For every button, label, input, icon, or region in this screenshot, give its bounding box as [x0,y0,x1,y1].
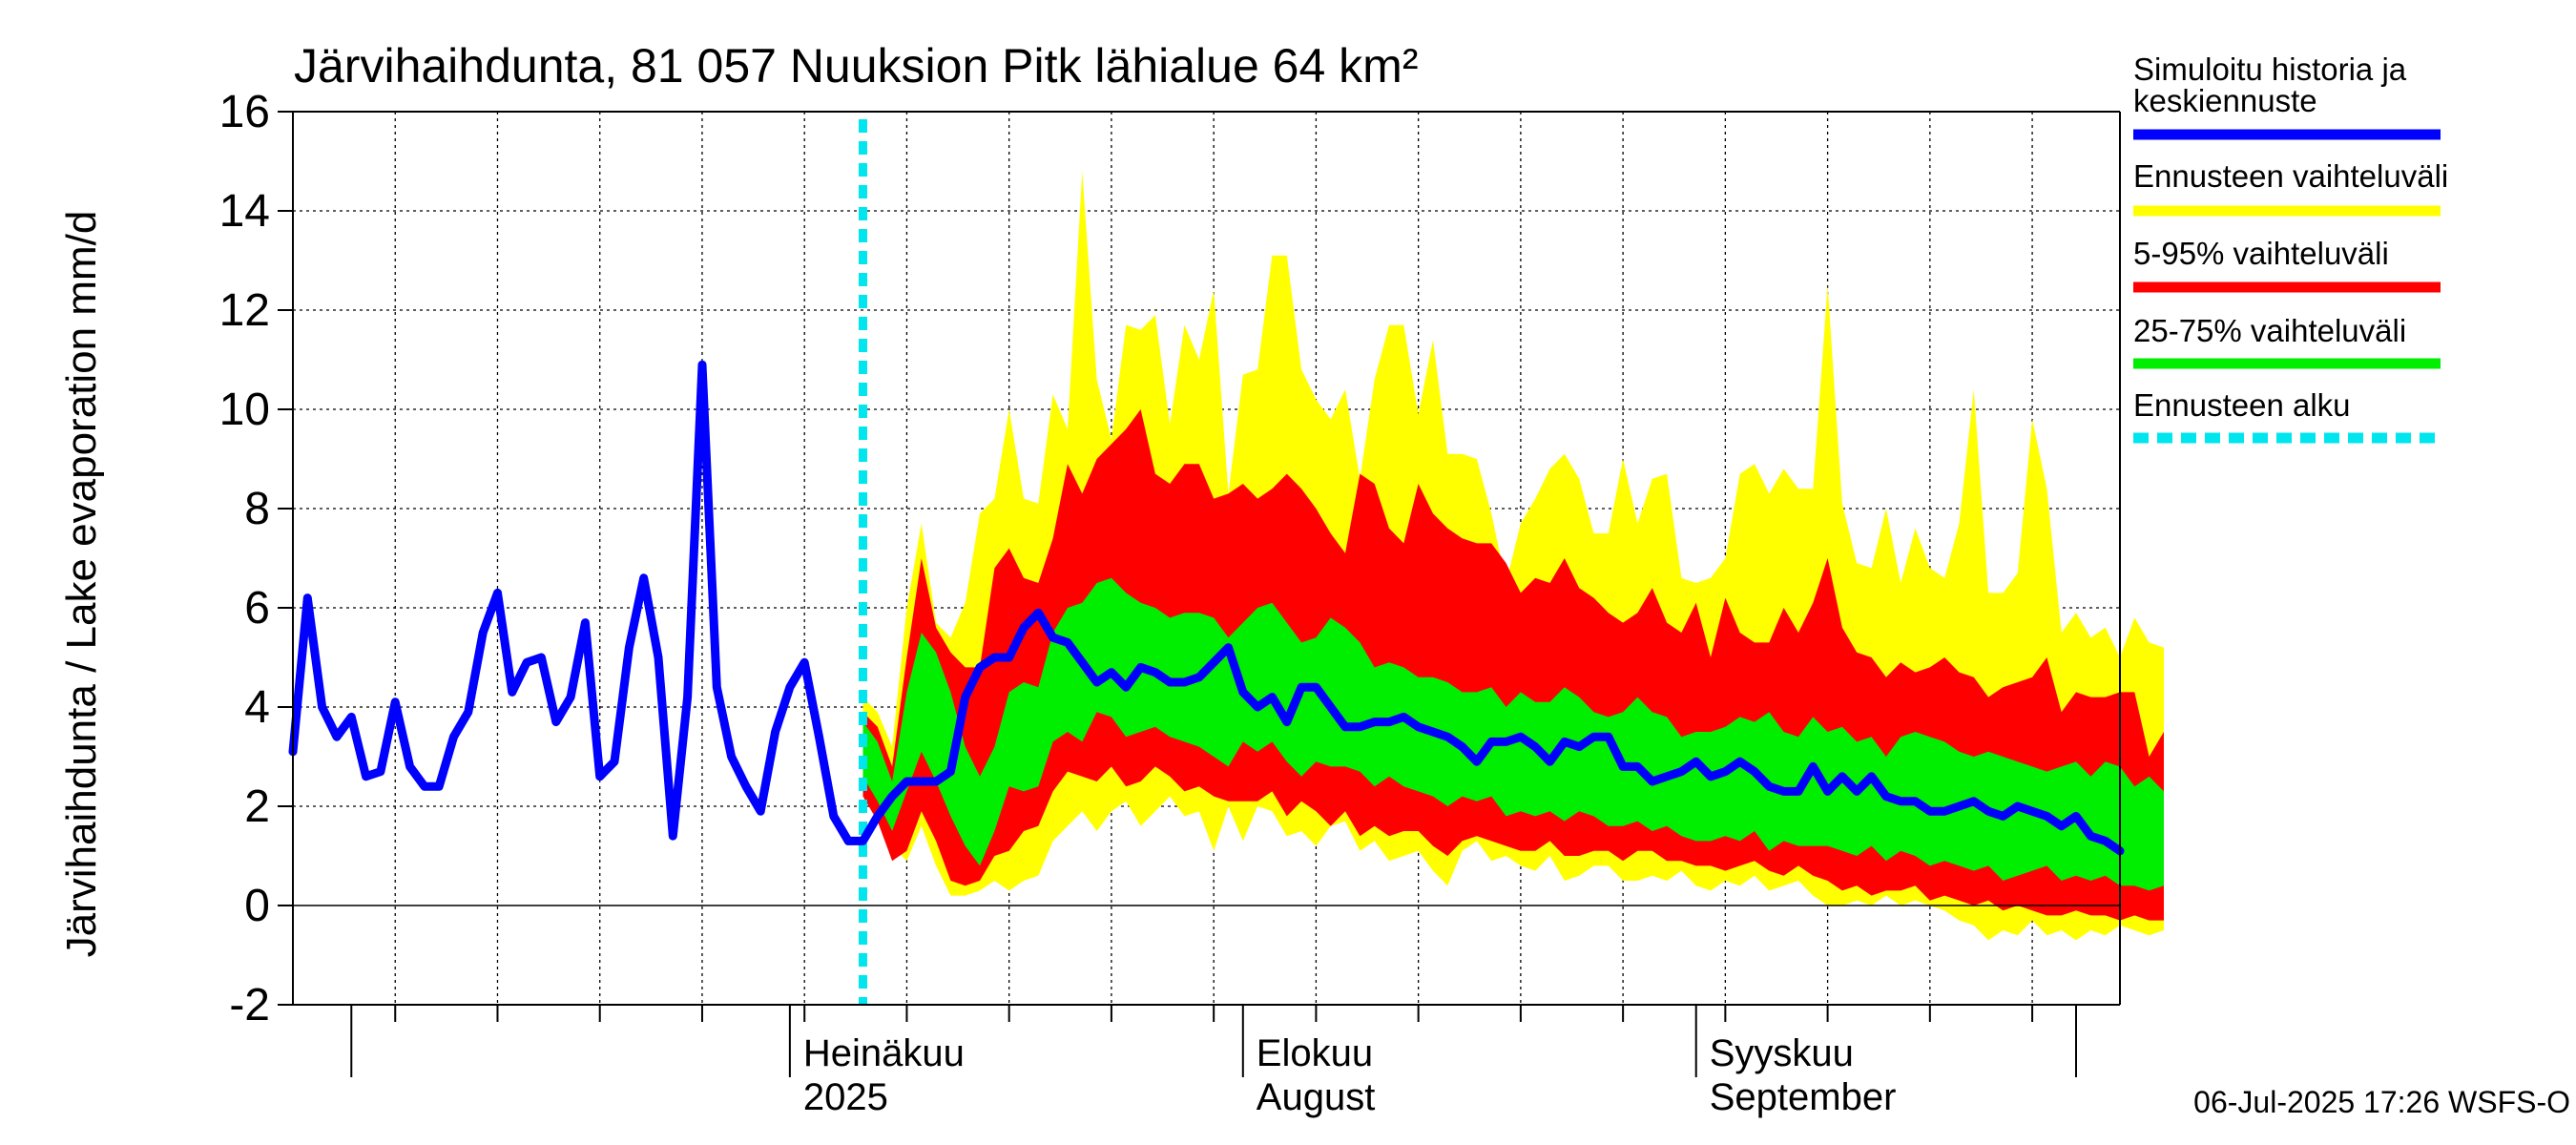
footer-timestamp: 06-Jul-2025 17:26 WSFS-O [2193,1085,2570,1119]
y-tick-label: 6 [244,583,270,634]
x-month-sublabel: 2025 [803,1076,888,1118]
band-25-75 [862,577,2164,891]
y-tick-label: 12 [219,285,270,336]
x-month-label: Syyskuu [1710,1032,1854,1074]
legend-label: 5-95% vaihteluväli [2133,236,2389,271]
x-month-sublabel: August [1257,1076,1376,1118]
y-tick-label: 4 [244,682,270,733]
y-tick-label: -2 [229,980,270,1030]
legend-label: Simuloitu historia ja [2133,52,2407,87]
y-axis-label: Järvihaihdunta / Lake evaporation mm/d [58,211,105,958]
legend-label: 25-75% vaihteluväli [2133,313,2406,348]
y-tick-label: 2 [244,781,270,832]
y-tick-label: 8 [244,484,270,534]
legend-label: Ennusteen alku [2133,387,2351,423]
legend-label: Ennusteen vaihteluväli [2133,158,2448,194]
y-tick-label: 14 [219,186,270,237]
x-month-label: Heinäkuu [803,1032,965,1074]
y-tick-label: 16 [219,87,270,137]
x-month-label: Elokuu [1257,1032,1373,1074]
x-month-sublabel: September [1710,1076,1897,1118]
y-tick-label: 10 [219,385,270,435]
y-tick-label: 0 [244,881,270,931]
median-series-line [288,360,2125,856]
chart-title: Järvihaihdunta, 81 057 Nuuksion Pitk läh… [294,39,1418,93]
legend-label: keskiennuste [2133,83,2317,118]
